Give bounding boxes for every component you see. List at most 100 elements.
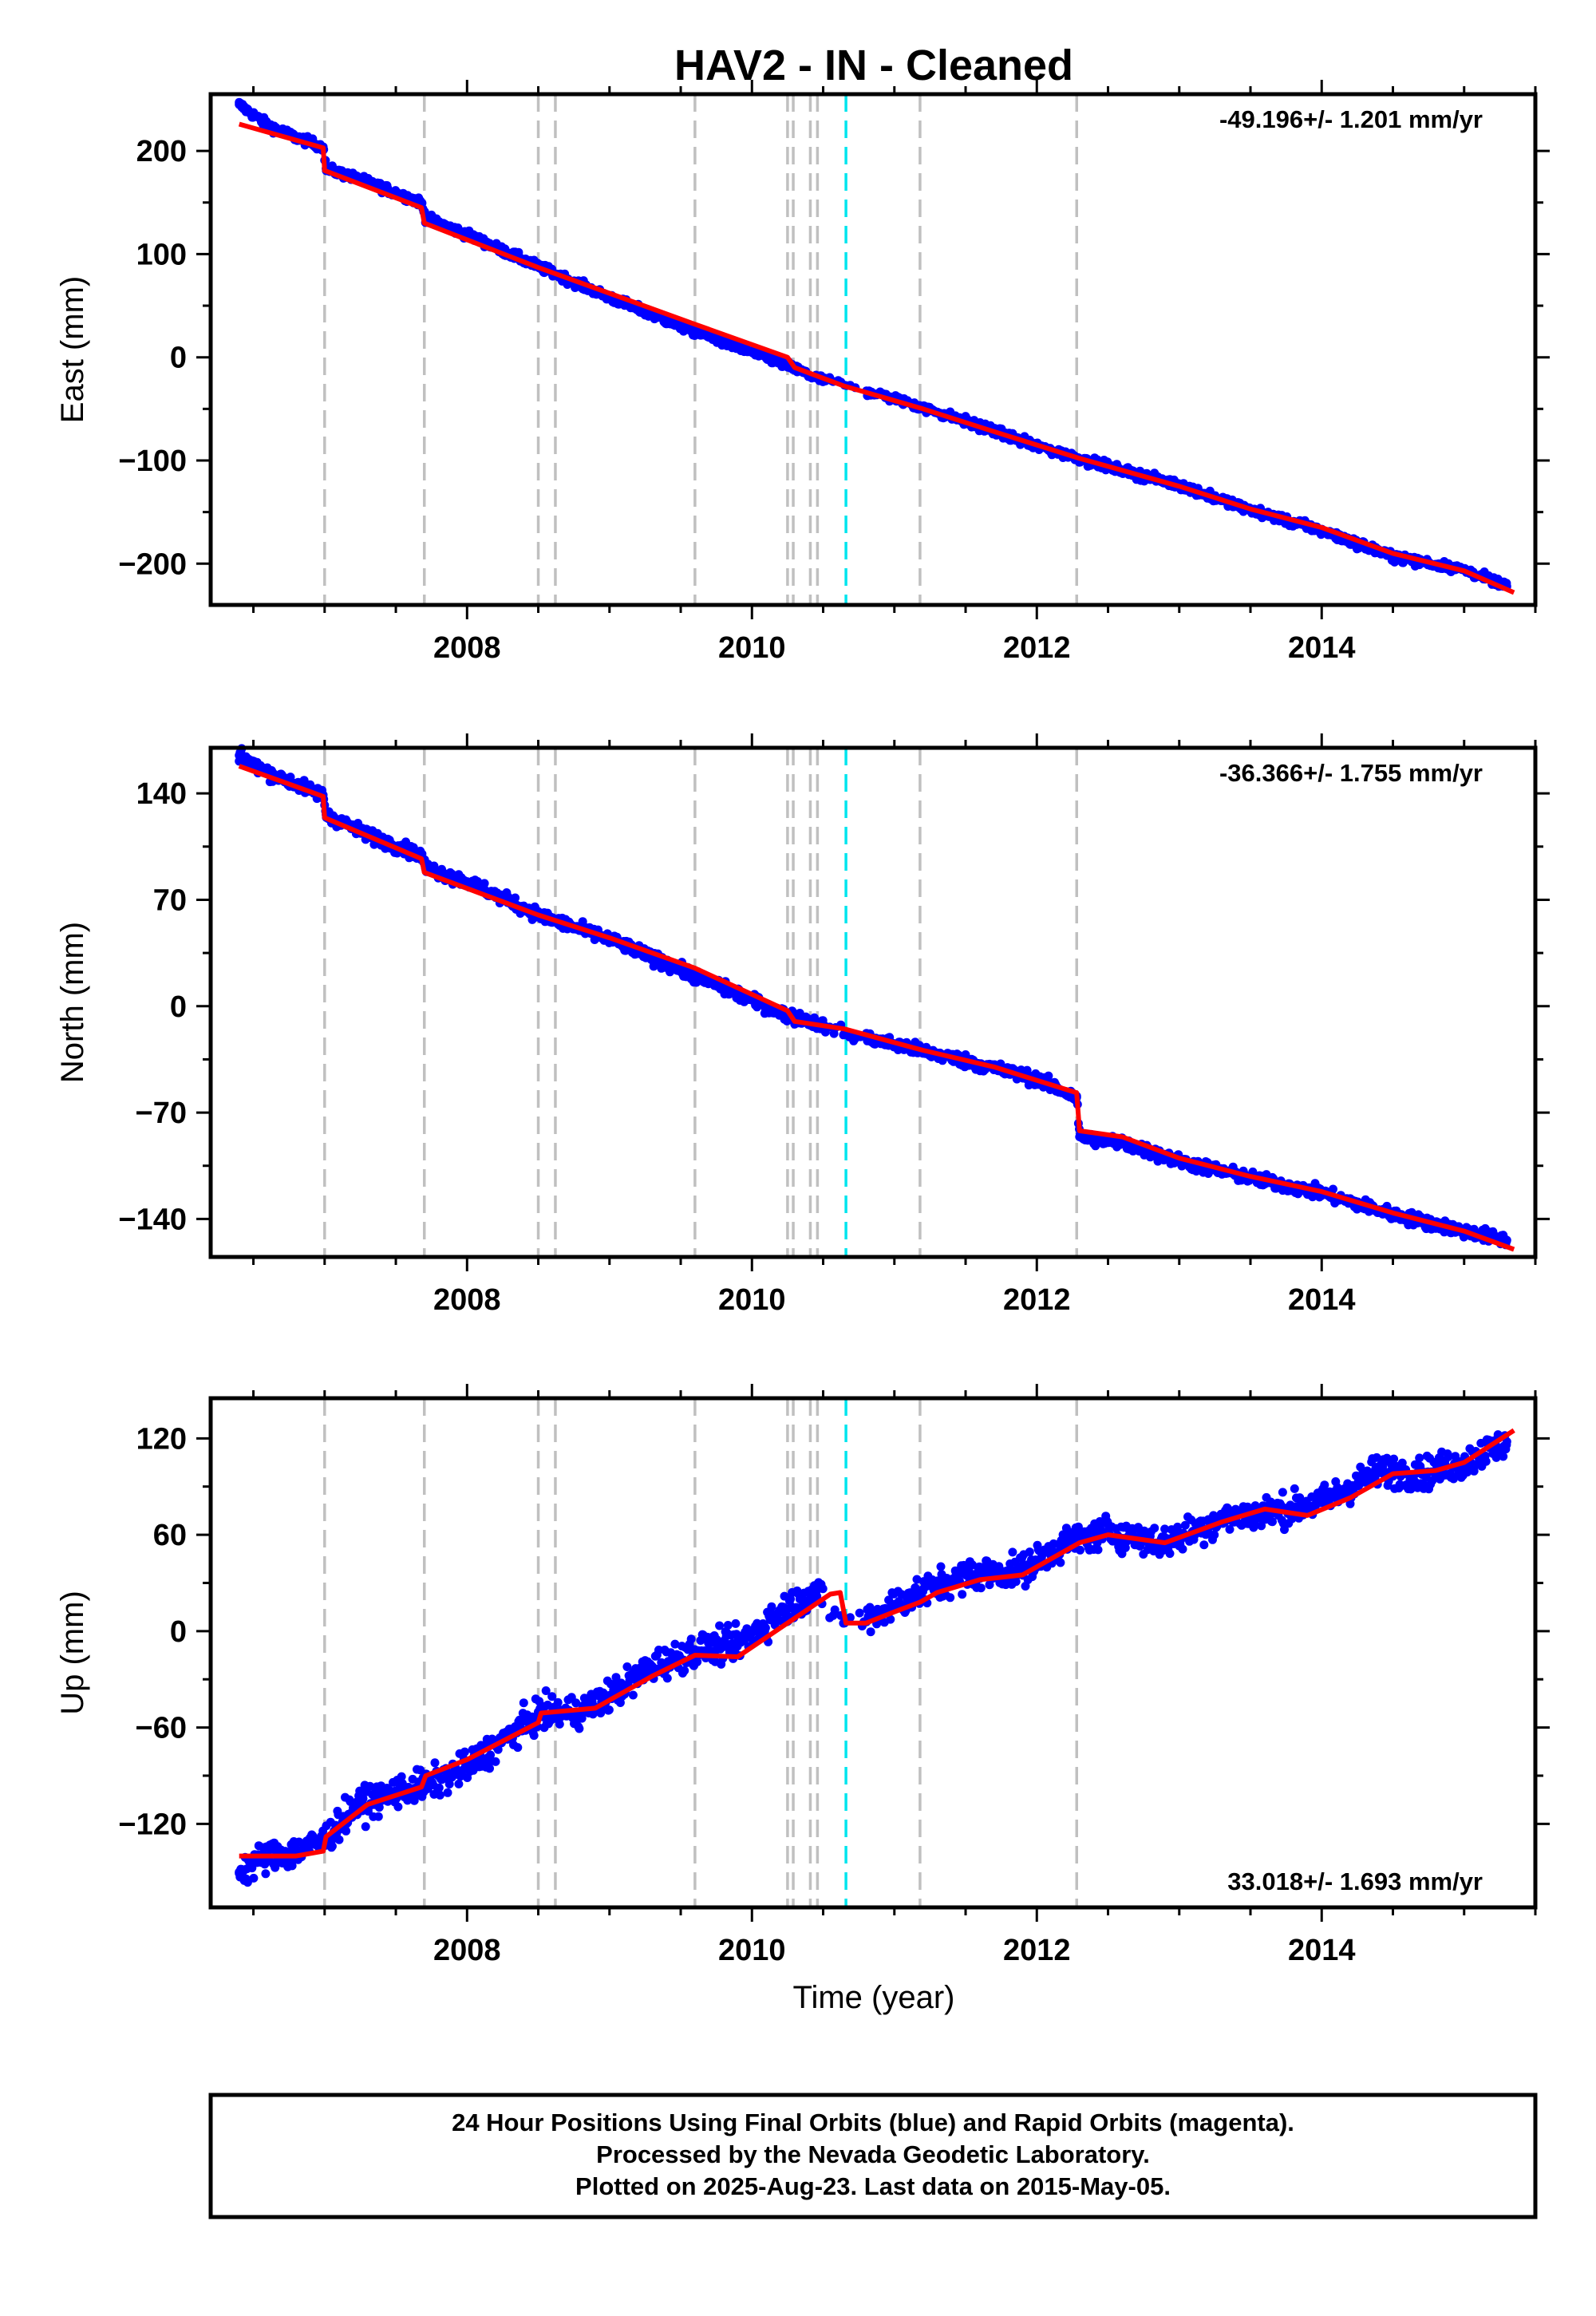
data-point [1290, 1484, 1299, 1493]
data-point [511, 893, 520, 903]
data-point [1444, 1452, 1453, 1461]
x-tick-label: 2012 [1003, 1934, 1071, 1967]
data-point [767, 1602, 776, 1611]
y-tick-label: −140 [118, 1203, 187, 1236]
x-tick-label: 2014 [1288, 1283, 1356, 1317]
data-anchor-point [1502, 1235, 1511, 1245]
rate-label: 33.018+/- 1.693 mm/yr [1227, 1867, 1483, 1895]
data-point [261, 1869, 271, 1879]
data-point [628, 1690, 638, 1700]
data-point [553, 1697, 563, 1707]
data-point [1278, 1488, 1287, 1497]
data-point [513, 1743, 523, 1753]
data-point [460, 1747, 469, 1757]
data-point [294, 1837, 304, 1847]
rate-label: -36.366+/- 1.755 mm/yr [1219, 759, 1483, 787]
data-point [361, 1822, 370, 1832]
data-anchor-point [647, 1662, 657, 1671]
data-point [1449, 1474, 1458, 1484]
data-anchor-point [676, 322, 685, 331]
y-tick-label: 100 [136, 238, 187, 271]
data-point [342, 1826, 351, 1836]
data-point [976, 1583, 986, 1593]
data-point [519, 1698, 528, 1708]
data-point [723, 1621, 733, 1630]
y-tick-label: 0 [170, 1615, 187, 1649]
y-tick-label: 140 [136, 777, 187, 811]
x-tick-label: 2012 [1003, 1283, 1071, 1317]
data-point [434, 1783, 444, 1792]
model-line [238, 764, 1515, 1252]
data-point [912, 1575, 922, 1584]
data-point [1499, 1452, 1508, 1461]
plot-frame [208, 1396, 1538, 1910]
data-anchor-point [961, 1570, 970, 1579]
data-point [936, 1562, 946, 1571]
data-anchor-point [690, 1646, 700, 1655]
data-point [1076, 1545, 1084, 1555]
footer-box [208, 2093, 1538, 2219]
data-anchor-point [235, 751, 244, 761]
data-anchor-point [812, 1587, 821, 1596]
x-tick-label: 2014 [1288, 631, 1356, 665]
data-anchor-point [1075, 1132, 1084, 1142]
data-anchor-point [1061, 1538, 1070, 1547]
data-point [1268, 1517, 1277, 1527]
data-point [693, 1657, 702, 1666]
y-tick-label: −120 [118, 1808, 187, 1841]
footer-line-1: 24 Hour Positions Using Final Orbits (bl… [452, 2109, 1294, 2136]
data-anchor-point [235, 100, 244, 109]
data-point [786, 1595, 795, 1604]
data-anchor-point [462, 877, 472, 887]
plot-frame [208, 92, 1538, 607]
data-point [491, 1757, 500, 1766]
x-tick-label: 2010 [718, 1934, 786, 1967]
y-tick-label: 0 [170, 342, 187, 375]
data-point [1011, 1577, 1021, 1587]
data-point [1008, 1547, 1017, 1557]
data-point [818, 1584, 828, 1594]
data-point [731, 1618, 741, 1628]
y-tick-label: 120 [136, 1422, 187, 1456]
data-point [1225, 1524, 1235, 1534]
x-axis-label: Time (year) [793, 1980, 955, 2015]
data-point [327, 1841, 337, 1851]
data-point [1056, 1558, 1065, 1567]
data-point [855, 1608, 864, 1618]
data-point [1025, 1547, 1034, 1557]
x-tick-label: 2014 [1288, 1934, 1356, 1967]
data-point [1280, 1525, 1289, 1535]
x-tick-label: 2012 [1003, 631, 1071, 665]
data-point [1150, 1524, 1159, 1533]
data-point [715, 1621, 725, 1630]
data-point [1406, 1484, 1416, 1494]
data-point [444, 1780, 454, 1788]
data-point [886, 1614, 895, 1624]
data-point [1160, 1524, 1170, 1534]
y-axis-label: Up (mm) [55, 1591, 90, 1715]
data-point [622, 1662, 632, 1671]
y-tick-label: 200 [136, 135, 187, 168]
data-point [1382, 1453, 1392, 1463]
data-points [235, 1430, 1511, 1887]
data-anchor-point [676, 965, 685, 974]
footer-line-2: Processed by the Nevada Geodetic Laborat… [596, 2140, 1150, 2168]
data-anchor-point [1317, 1498, 1326, 1508]
data-anchor-point [747, 347, 757, 357]
data-point [485, 1764, 494, 1773]
data-point [946, 1593, 955, 1603]
rate-label: -49.196+/- 1.201 mm/yr [1219, 105, 1483, 133]
panel-north: 2008 2010 2012 2014 −140 −70 0 70 140 North (mm) -… [55, 733, 1550, 1317]
data-point [393, 1802, 403, 1812]
y-tick-label: −200 [118, 547, 187, 581]
data-point [529, 1731, 539, 1741]
y-tick-label: 0 [170, 990, 187, 1024]
data-point [397, 1772, 406, 1781]
x-tick-label: 2008 [433, 631, 501, 665]
data-point [1178, 1544, 1187, 1554]
data-point [1180, 1520, 1190, 1530]
data-point [1481, 1456, 1491, 1466]
footer-line-3: Plotted on 2025-Aug-23. Last data on 201… [575, 2172, 1171, 2200]
data-anchor-point [1374, 1466, 1384, 1476]
data-anchor-point [348, 1803, 358, 1812]
